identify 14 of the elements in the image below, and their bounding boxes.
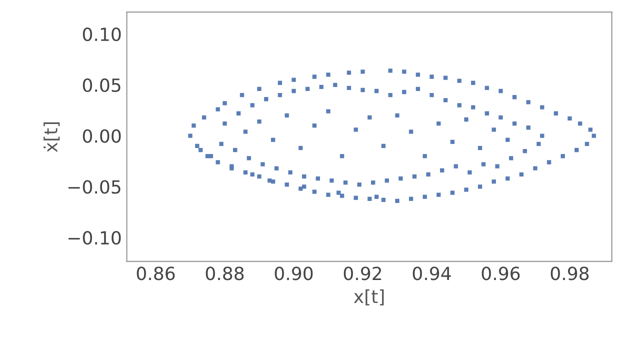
x-tick-label: 0.94 [412,266,451,280]
x-tick-label: 0.88 [206,266,244,280]
y-tick-label: −0.10 [68,230,121,245]
y-tick-label: 0.05 [82,78,120,92]
x-tick-label: 0.96 [482,266,520,280]
x-tick-label: 0.92 [344,266,382,280]
y-tick-label: 0.10 [82,27,121,42]
x-tick-label: 0.90 [274,266,313,280]
y-axis-title: ẋ[t] [44,122,60,152]
y-tick-label: −0.05 [68,180,120,194]
x-tick-label: 0.86 [136,266,175,280]
x-axis-title: x[t] [354,289,384,306]
x-tick-label: 0.98 [550,266,589,280]
y-tick-label: 0.00 [82,129,121,143]
